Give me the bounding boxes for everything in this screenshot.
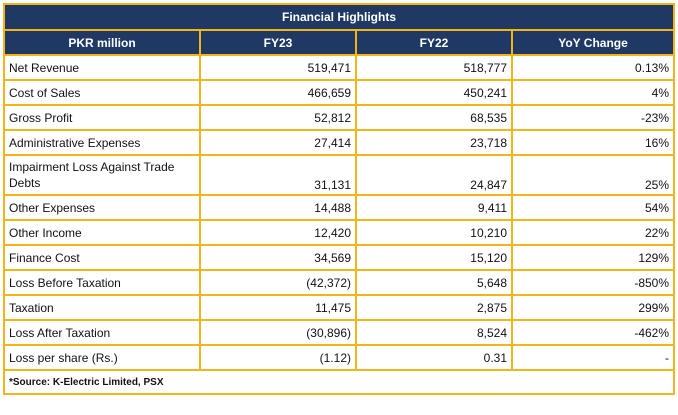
table-row: Cost of Sales 466,659 450,241 4% [3,79,676,106]
table-row: Administrative Expenses 27,414 23,718 16… [3,129,676,156]
table-row: Impairment Loss Against Trade Debts 31,1… [3,154,676,196]
fy23-value: 14,488 [199,194,357,221]
fy23-value: 52,812 [199,104,357,131]
row-label: Net Revenue [3,54,201,81]
fy23-value: 466,659 [199,79,357,106]
row-label: Cost of Sales [3,79,201,106]
fy23-value: 27,414 [199,129,357,156]
fy23-value: (42,372) [199,269,357,296]
yoy-value: 129% [510,244,676,271]
yoy-value: 25% [510,154,676,196]
table-row: Loss After Taxation (30,896) 8,524 -462% [3,319,676,346]
table-row: Gross Profit 52,812 68,535 -23% [3,104,676,131]
fy22-value: 2,875 [355,294,513,321]
yoy-value: 299% [510,294,676,321]
yoy-value: - [510,344,676,371]
row-label: Administrative Expenses [3,129,201,156]
fy22-value: 0.31 [355,344,513,371]
fy23-value: 11,475 [199,294,357,321]
table-row: Loss Before Taxation (42,372) 5,648 -850… [3,269,676,296]
fy22-value: 68,535 [355,104,513,131]
source-note: *Source: K-Electric Limited, PSX [2,369,676,395]
table-row: Net Revenue 519,471 518,777 0.13% [3,54,676,81]
yoy-value: 0.13% [510,54,676,81]
row-label: Gross Profit [3,104,201,131]
fy22-value: 24,847 [355,154,513,196]
yoy-value: -23% [510,104,676,131]
row-label: Impairment Loss Against Trade Debts [3,154,201,196]
yoy-value: 16% [510,129,676,156]
fy23-value: 34,569 [199,244,357,271]
column-header-fy22: FY22 [355,29,513,56]
row-label: Taxation [3,294,201,321]
fy22-value: 8,524 [355,319,513,346]
table-row: Other Expenses 14,488 9,411 54% [3,194,676,221]
yoy-value: -850% [510,269,676,296]
fy22-value: 518,777 [355,54,513,81]
column-header-yoy: YoY Change [510,29,676,56]
table-row: Loss per share (Rs.) (1.12) 0.31 - [3,344,676,371]
yoy-value: 22% [510,219,676,246]
fy22-value: 9,411 [355,194,513,221]
fy23-value: (1.12) [199,344,357,371]
yoy-value: 4% [510,79,676,106]
row-label: Loss After Taxation [3,319,201,346]
fy22-value: 450,241 [355,79,513,106]
yoy-value: -462% [510,319,676,346]
yoy-value: 54% [510,194,676,221]
fy23-value: 31,131 [199,154,357,196]
fy22-value: 15,120 [355,244,513,271]
fy23-value: 12,420 [199,219,357,246]
table-row: Finance Cost 34,569 15,120 129% [3,244,676,271]
table-title-row: Financial Highlights [2,3,676,31]
column-header-unit: PKR million [3,29,201,56]
financial-highlights-table: Financial Highlights PKR million FY23 FY… [2,3,676,395]
fy23-value: (30,896) [199,319,357,346]
column-header-fy23: FY23 [199,29,357,56]
fy22-value: 23,718 [355,129,513,156]
table-title: Financial Highlights [2,3,676,31]
table-row: Other Income 12,420 10,210 22% [3,219,676,246]
table-row: Taxation 11,475 2,875 299% [3,294,676,321]
row-label: Loss per share (Rs.) [3,344,201,371]
fy23-value: 519,471 [199,54,357,81]
fy22-value: 10,210 [355,219,513,246]
row-label: Loss Before Taxation [3,269,201,296]
financial-highlights-table-container: Financial Highlights PKR million FY23 FY… [2,3,676,395]
row-label: Other Income [3,219,201,246]
row-label: Finance Cost [3,244,201,271]
row-label: Other Expenses [3,194,201,221]
fy22-value: 5,648 [355,269,513,296]
table-header-row: PKR million FY23 FY22 YoY Change [3,29,676,56]
source-row: *Source: K-Electric Limited, PSX [2,369,676,395]
